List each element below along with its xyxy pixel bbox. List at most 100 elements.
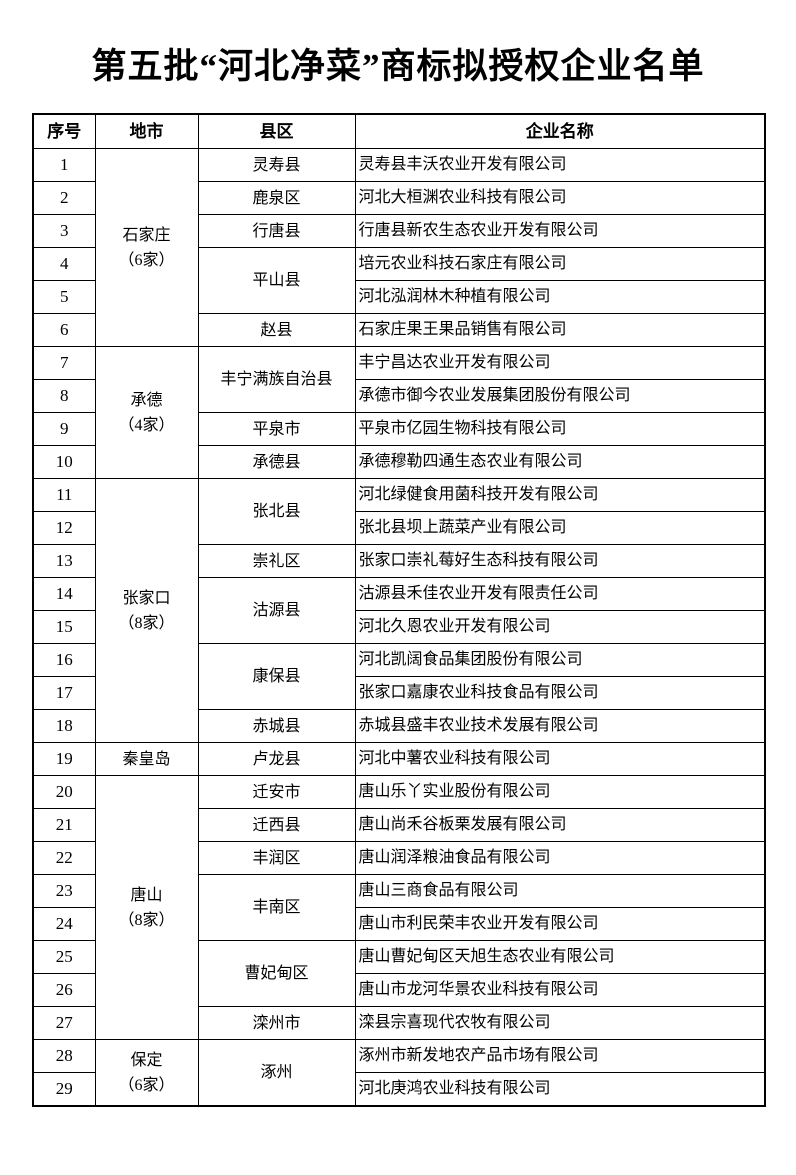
table-row: 25 曹妃甸区 唐山曹妃甸区天旭生态农业有限公司: [32, 940, 766, 1008]
county-name: 平泉市: [252, 420, 301, 438]
county-name: 曹妃甸区: [244, 965, 309, 983]
county-cell: 迁西县: [197, 808, 356, 843]
enterprise-table: 序号 地市 县区 企业名称 1 石家庄 （6家） 灵寿县 灵寿县丰沃农业开发有限公司 2 鹿…: [32, 112, 766, 1107]
table-row: 6 赵县 石家庄果王果品销售有限公司: [32, 313, 766, 348]
city-name: 张家口: [122, 589, 171, 607]
company-name-cell: 唐山乐丫实业股份有限公司: [354, 775, 766, 810]
table-row: 5 河北泓润林木种植有限公司: [32, 280, 766, 315]
county-name: 张北县: [252, 503, 301, 521]
serial-number-cell: 3: [32, 214, 96, 249]
serial-number-cell: 25: [32, 940, 96, 975]
county-cell: 平泉市: [197, 412, 356, 447]
company-name-cell: 河北中薯农业科技有限公司: [354, 742, 766, 777]
county-name: 沽源县: [252, 602, 301, 620]
serial-number-cell: 24: [32, 907, 96, 942]
serial-number-cell: 5: [32, 280, 96, 315]
county-cell: 曹妃甸区: [197, 940, 356, 1008]
county-cell: 平山县: [197, 247, 356, 315]
county-cell: 张北县: [197, 478, 356, 546]
serial-number-cell: 2: [32, 181, 96, 216]
county-name: 滦州市: [252, 1014, 301, 1032]
header-company-name: 企业名称: [354, 113, 766, 150]
county-name: 迁西县: [252, 816, 301, 834]
serial-number-cell: 7: [32, 346, 96, 381]
company-name-cell: 唐山市龙河华景农业科技有限公司: [354, 973, 766, 1008]
county-name: 行唐县: [252, 222, 301, 240]
city-cell: 承德 （4家）: [94, 346, 199, 480]
city-name: 石家庄: [122, 226, 171, 244]
city-count: （8家）: [118, 614, 175, 632]
city-name: 唐山: [130, 886, 163, 904]
header-row: 序号 地市 县区 企业名称: [32, 113, 766, 150]
serial-number-cell: 12: [32, 511, 96, 546]
serial-number-cell: 4: [32, 247, 96, 282]
serial-number-cell: 16: [32, 643, 96, 678]
serial-number-cell: 22: [32, 841, 96, 876]
company-name-cell: 张北县坝上蔬菜产业有限公司: [354, 511, 766, 546]
table-row: 11 张家口 （8家） 张北县 河北绿健食用菌科技开发有限公司: [32, 478, 766, 744]
company-name-cell: 河北泓润林木种植有限公司: [354, 280, 766, 315]
table-row: 23 丰南区 唐山三商食品有限公司: [32, 874, 766, 942]
table-row: 3 行唐县 行唐县新农生态农业开发有限公司: [32, 214, 766, 249]
county-name: 崇礼区: [252, 552, 301, 570]
county-cell: 赵县: [197, 313, 356, 348]
serial-number-cell: 27: [32, 1006, 96, 1041]
county-cell: 丰南区: [197, 874, 356, 942]
company-name-cell: 唐山曹妃甸区天旭生态农业有限公司: [354, 940, 766, 975]
county-name: 鹿泉区: [252, 189, 301, 207]
company-name-cell: 张家口嘉康农业科技食品有限公司: [354, 676, 766, 711]
county-cell: 鹿泉区: [197, 181, 356, 216]
county-cell: 迁安市: [197, 775, 356, 810]
table-row: 19 秦皇岛 卢龙县 河北中薯农业科技有限公司: [32, 742, 766, 777]
serial-number-cell: 1: [32, 148, 96, 183]
serial-number-cell: 15: [32, 610, 96, 645]
county-cell: 丰宁满族自治县: [197, 346, 356, 414]
county-name: 平山县: [252, 272, 301, 290]
company-name-cell: 丰宁昌达农业开发有限公司: [354, 346, 766, 381]
header-county: 县区: [197, 113, 356, 150]
table-row: 27 滦州市 滦县宗喜现代农牧有限公司: [32, 1006, 766, 1041]
company-name-cell: 河北凯阔食品集团股份有限公司: [354, 643, 766, 678]
company-name-cell: 灵寿县丰沃农业开发有限公司: [354, 148, 766, 183]
serial-number-cell: 11: [32, 478, 96, 513]
table-row: 9 平泉市 平泉市亿园生物科技有限公司: [32, 412, 766, 447]
table-row: 28 保定 （6家） 涿州 涿州市新发地农产品市场有限公司: [32, 1039, 766, 1107]
county-cell: 赤城县: [197, 709, 356, 744]
city-cell: 唐山 （8家）: [94, 775, 199, 1041]
serial-number-cell: 21: [32, 808, 96, 843]
company-name-cell: 唐山润泽粮油食品有限公司: [354, 841, 766, 876]
city-cell: 石家庄 （6家）: [94, 148, 199, 348]
company-name-cell: 承德穆勒四通生态农业有限公司: [354, 445, 766, 480]
table-row: 10 承德县 承德穆勒四通生态农业有限公司: [32, 445, 766, 480]
county-name: 赵县: [260, 321, 293, 339]
county-cell: 卢龙县: [197, 742, 356, 777]
county-name: 灵寿县: [252, 156, 301, 174]
serial-number-cell: 28: [32, 1039, 96, 1074]
table-row: 12 张北县坝上蔬菜产业有限公司: [32, 511, 766, 546]
table-row: 20 唐山 （8家） 迁安市 唐山乐丫实业股份有限公司: [32, 775, 766, 1041]
company-name-cell: 培元农业科技石家庄有限公司: [354, 247, 766, 282]
city-cell: 秦皇岛: [94, 742, 199, 777]
county-cell: 康保县: [197, 643, 356, 711]
company-name-cell: 张家口崇礼莓好生态科技有限公司: [354, 544, 766, 579]
county-cell: 沽源县: [197, 577, 356, 645]
city-name: 承德: [130, 391, 163, 409]
serial-number-cell: 14: [32, 577, 96, 612]
city-name: 秦皇岛: [122, 750, 171, 768]
city-count: （6家）: [118, 251, 175, 269]
table-row: 24 唐山市利民荣丰农业开发有限公司: [32, 907, 766, 942]
table-row: 1 石家庄 （6家） 灵寿县 灵寿县丰沃农业开发有限公司: [32, 148, 766, 348]
county-name: 卢龙县: [252, 750, 301, 768]
company-name-cell: 河北大桓渊农业科技有限公司: [354, 181, 766, 216]
county-cell: 灵寿县: [197, 148, 356, 183]
city-name: 保定: [130, 1051, 163, 1069]
county-cell: 涿州: [197, 1039, 356, 1107]
company-name-cell: 河北久恩农业开发有限公司: [354, 610, 766, 645]
city-count: （6家）: [118, 1076, 175, 1094]
county-name: 丰润区: [252, 849, 301, 867]
county-name: 康保县: [252, 668, 301, 686]
table-row: 21 迁西县 唐山尚禾谷板栗发展有限公司: [32, 808, 766, 843]
company-name-cell: 河北绿健食用菌科技开发有限公司: [354, 478, 766, 513]
serial-number-cell: 8: [32, 379, 96, 414]
county-name: 赤城县: [252, 717, 301, 735]
